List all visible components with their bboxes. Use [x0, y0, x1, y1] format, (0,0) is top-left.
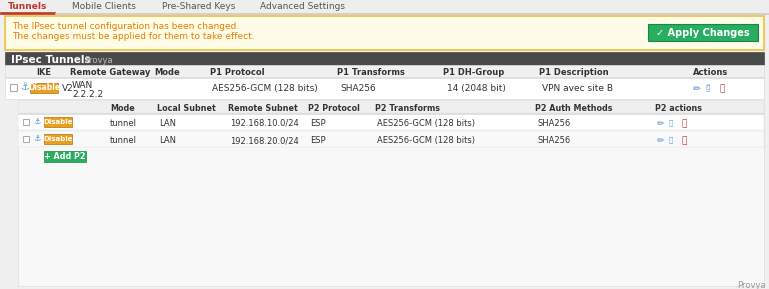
Text: ✏: ✏	[657, 119, 664, 128]
Text: ⚓: ⚓	[20, 82, 28, 92]
Bar	[23, 119, 29, 125]
Text: ⚓: ⚓	[33, 117, 41, 126]
Text: tunnel: tunnel	[110, 119, 137, 128]
Text: P1 Transforms: P1 Transforms	[337, 68, 404, 77]
Text: IKE: IKE	[36, 68, 51, 77]
Text: + Add P2: + Add P2	[45, 152, 86, 161]
Text: V2: V2	[62, 84, 74, 93]
Text: 🗑: 🗑	[720, 84, 725, 93]
Bar	[44, 117, 72, 127]
Text: Mode: Mode	[110, 104, 135, 113]
Text: ESP: ESP	[310, 119, 325, 128]
Text: P1 Protocol: P1 Protocol	[210, 68, 265, 77]
Text: P2 actions: P2 actions	[655, 104, 702, 113]
Text: 🗑: 🗑	[682, 136, 687, 145]
Bar	[23, 136, 29, 142]
Bar	[18, 102, 764, 113]
Text: IPsec Tunnels: IPsec Tunnels	[11, 55, 91, 65]
Text: Tunnels: Tunnels	[8, 2, 48, 11]
Text: The changes must be applied for them to take effect.: The changes must be applied for them to …	[12, 32, 255, 41]
Bar	[5, 65, 764, 77]
Text: Disable: Disable	[28, 84, 60, 92]
Text: ⚓: ⚓	[33, 134, 41, 143]
Bar	[648, 24, 758, 41]
Text: LAN: LAN	[159, 119, 176, 128]
Text: ⬜: ⬜	[707, 84, 711, 90]
Text: ESP: ESP	[310, 136, 325, 145]
Bar	[18, 100, 764, 286]
Text: The IPsec tunnel configuration has been changed.: The IPsec tunnel configuration has been …	[12, 22, 239, 31]
Text: 14 (2048 bit): 14 (2048 bit)	[447, 84, 506, 93]
Text: P1 Description: P1 Description	[539, 68, 608, 77]
Bar	[44, 134, 72, 144]
Text: SHA256: SHA256	[340, 84, 376, 93]
Text: ✏: ✏	[657, 136, 664, 145]
Text: Pre-Shared Keys: Pre-Shared Keys	[162, 2, 235, 11]
Text: AES256-GCM (128 bits): AES256-GCM (128 bits)	[377, 136, 475, 145]
Text: 192.168.10.0/24: 192.168.10.0/24	[230, 119, 298, 128]
Text: ⬜: ⬜	[669, 136, 673, 142]
Text: Disable: Disable	[43, 119, 73, 125]
Bar	[18, 114, 764, 130]
Text: Provya: Provya	[84, 56, 112, 65]
Text: P2 Auth Methods: P2 Auth Methods	[535, 104, 612, 113]
Text: AES256-GCM (128 bits): AES256-GCM (128 bits)	[377, 119, 475, 128]
Text: ✏: ✏	[693, 84, 701, 94]
Text: Actions: Actions	[693, 68, 728, 77]
Text: Remote Gateway: Remote Gateway	[70, 68, 151, 77]
Text: VPN avec site B: VPN avec site B	[542, 84, 613, 93]
Text: 🗑: 🗑	[682, 119, 687, 128]
Text: Advanced Settings: Advanced Settings	[260, 2, 345, 11]
Bar	[10, 84, 17, 91]
Text: WAN: WAN	[72, 81, 93, 90]
Text: P2 Transforms: P2 Transforms	[375, 104, 440, 113]
Bar	[55, 13, 769, 14]
Text: Local Subnet: Local Subnet	[157, 104, 216, 113]
Bar	[0, 0, 769, 14]
Bar	[30, 83, 58, 93]
Text: Mode: Mode	[154, 68, 180, 77]
Bar	[5, 77, 764, 99]
Text: 2.2.2.2: 2.2.2.2	[72, 90, 103, 99]
Text: Remote Subnet: Remote Subnet	[228, 104, 298, 113]
Text: Mobile Clients: Mobile Clients	[72, 2, 136, 11]
Text: SHA256: SHA256	[537, 136, 571, 145]
Bar	[18, 113, 764, 114]
Text: P1 DH-Group: P1 DH-Group	[443, 68, 504, 77]
Text: AES256-GCM (128 bits): AES256-GCM (128 bits)	[212, 84, 318, 93]
Text: ⬜: ⬜	[706, 84, 711, 91]
Text: Provya: Provya	[737, 281, 766, 289]
Bar	[44, 151, 86, 162]
Text: SHA256: SHA256	[537, 119, 571, 128]
Text: P2 Protocol: P2 Protocol	[308, 104, 360, 113]
Bar	[0, 12, 55, 14]
Text: ⬜: ⬜	[669, 119, 673, 126]
Text: Disable: Disable	[43, 136, 73, 142]
Text: ✓ Apply Changes: ✓ Apply Changes	[656, 27, 750, 38]
Bar	[5, 52, 764, 65]
Bar	[18, 131, 764, 147]
Bar	[5, 16, 764, 50]
Text: tunnel: tunnel	[110, 136, 137, 145]
Text: 192.168.20.0/24: 192.168.20.0/24	[230, 136, 298, 145]
Text: LAN: LAN	[159, 136, 176, 145]
